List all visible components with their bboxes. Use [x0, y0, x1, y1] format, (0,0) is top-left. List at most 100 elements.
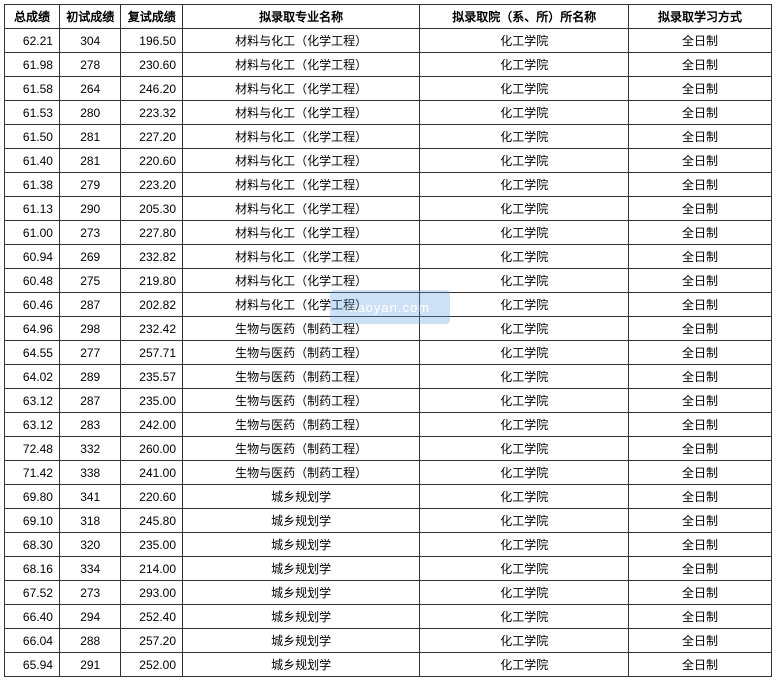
cell-mode: 全日制 — [629, 293, 772, 317]
table-row: 69.10318245.80城乡规划学化工学院全日制 — [5, 509, 772, 533]
cell-initial-score: 290 — [59, 197, 121, 221]
cell-dept: 化工学院 — [420, 389, 629, 413]
admission-table: 总成绩 初试成绩 复试成绩 拟录取专业名称 拟录取院（系、所）所名称 拟录取学习… — [4, 4, 772, 677]
cell-mode: 全日制 — [629, 485, 772, 509]
cell-total-score: 61.38 — [5, 173, 60, 197]
cell-total-score: 68.16 — [5, 557, 60, 581]
cell-initial-score: 273 — [59, 221, 121, 245]
cell-retest-score: 245.80 — [121, 509, 183, 533]
cell-initial-score: 288 — [59, 629, 121, 653]
cell-major: 材料与化工（化学工程） — [183, 125, 420, 149]
cell-major: 城乡规划学 — [183, 557, 420, 581]
cell-total-score: 69.80 — [5, 485, 60, 509]
cell-retest-score: 232.42 — [121, 317, 183, 341]
cell-mode: 全日制 — [629, 581, 772, 605]
cell-retest-score: 257.71 — [121, 341, 183, 365]
cell-initial-score: 294 — [59, 605, 121, 629]
cell-major: 材料与化工（化学工程） — [183, 269, 420, 293]
cell-dept: 化工学院 — [420, 149, 629, 173]
cell-dept: 化工学院 — [420, 557, 629, 581]
cell-dept: 化工学院 — [420, 509, 629, 533]
cell-major: 生物与医药（制药工程） — [183, 365, 420, 389]
cell-mode: 全日制 — [629, 605, 772, 629]
cell-major: 材料与化工（化学工程） — [183, 149, 420, 173]
table-row: 60.46287202.82材料与化工（化学工程）化工学院全日制 — [5, 293, 772, 317]
cell-major: 材料与化工（化学工程） — [183, 293, 420, 317]
cell-initial-score: 332 — [59, 437, 121, 461]
cell-dept: 化工学院 — [420, 581, 629, 605]
cell-mode: 全日制 — [629, 509, 772, 533]
table-row: 72.48332260.00生物与医药（制药工程）化工学院全日制 — [5, 437, 772, 461]
cell-major: 生物与医药（制药工程） — [183, 317, 420, 341]
cell-major: 生物与医药（制药工程） — [183, 413, 420, 437]
cell-retest-score: 260.00 — [121, 437, 183, 461]
table-row: 69.80341220.60城乡规划学化工学院全日制 — [5, 485, 772, 509]
cell-dept: 化工学院 — [420, 125, 629, 149]
cell-initial-score: 278 — [59, 53, 121, 77]
table-row: 64.02289235.57生物与医药（制药工程）化工学院全日制 — [5, 365, 772, 389]
cell-initial-score: 281 — [59, 125, 121, 149]
cell-initial-score: 275 — [59, 269, 121, 293]
cell-mode: 全日制 — [629, 653, 772, 677]
cell-dept: 化工学院 — [420, 317, 629, 341]
cell-retest-score: 242.00 — [121, 413, 183, 437]
cell-mode: 全日制 — [629, 557, 772, 581]
cell-dept: 化工学院 — [420, 629, 629, 653]
cell-retest-score: 235.57 — [121, 365, 183, 389]
cell-mode: 全日制 — [629, 77, 772, 101]
cell-major: 城乡规划学 — [183, 629, 420, 653]
table-row: 61.98278230.60材料与化工（化学工程）化工学院全日制 — [5, 53, 772, 77]
table-row: 61.58264246.20材料与化工（化学工程）化工学院全日制 — [5, 77, 772, 101]
cell-total-score: 63.12 — [5, 413, 60, 437]
cell-major: 材料与化工（化学工程） — [183, 53, 420, 77]
cell-initial-score: 279 — [59, 173, 121, 197]
cell-major: 材料与化工（化学工程） — [183, 173, 420, 197]
table-header: 总成绩 初试成绩 复试成绩 拟录取专业名称 拟录取院（系、所）所名称 拟录取学习… — [5, 5, 772, 29]
cell-initial-score: 280 — [59, 101, 121, 125]
cell-initial-score: 304 — [59, 29, 121, 53]
cell-initial-score: 273 — [59, 581, 121, 605]
cell-retest-score: 205.30 — [121, 197, 183, 221]
cell-mode: 全日制 — [629, 365, 772, 389]
cell-major: 城乡规划学 — [183, 653, 420, 677]
cell-total-score: 66.40 — [5, 605, 60, 629]
cell-major: 材料与化工（化学工程） — [183, 197, 420, 221]
cell-retest-score: 241.00 — [121, 461, 183, 485]
cell-dept: 化工学院 — [420, 413, 629, 437]
cell-retest-score: 235.00 — [121, 533, 183, 557]
cell-mode: 全日制 — [629, 221, 772, 245]
cell-total-score: 61.13 — [5, 197, 60, 221]
table-row: 64.55277257.71生物与医药（制药工程）化工学院全日制 — [5, 341, 772, 365]
cell-total-score: 71.42 — [5, 461, 60, 485]
cell-dept: 化工学院 — [420, 437, 629, 461]
table-body: 62.21304196.50材料与化工（化学工程）化工学院全日制61.98278… — [5, 29, 772, 677]
cell-initial-score: 281 — [59, 149, 121, 173]
table-row: 62.21304196.50材料与化工（化学工程）化工学院全日制 — [5, 29, 772, 53]
cell-retest-score: 227.20 — [121, 125, 183, 149]
cell-total-score: 62.21 — [5, 29, 60, 53]
cell-total-score: 60.46 — [5, 293, 60, 317]
cell-dept: 化工学院 — [420, 197, 629, 221]
cell-dept: 化工学院 — [420, 245, 629, 269]
cell-dept: 化工学院 — [420, 533, 629, 557]
cell-retest-score: 214.00 — [121, 557, 183, 581]
cell-total-score: 68.30 — [5, 533, 60, 557]
cell-dept: 化工学院 — [420, 77, 629, 101]
cell-mode: 全日制 — [629, 101, 772, 125]
cell-mode: 全日制 — [629, 629, 772, 653]
cell-dept: 化工学院 — [420, 269, 629, 293]
table-row: 71.42338241.00生物与医药（制药工程）化工学院全日制 — [5, 461, 772, 485]
cell-dept: 化工学院 — [420, 605, 629, 629]
table-row: 67.52273293.00城乡规划学化工学院全日制 — [5, 581, 772, 605]
cell-mode: 全日制 — [629, 389, 772, 413]
table-row: 61.38279223.20材料与化工（化学工程）化工学院全日制 — [5, 173, 772, 197]
table-row: 61.13290205.30材料与化工（化学工程）化工学院全日制 — [5, 197, 772, 221]
cell-major: 材料与化工（化学工程） — [183, 77, 420, 101]
cell-initial-score: 341 — [59, 485, 121, 509]
cell-initial-score: 318 — [59, 509, 121, 533]
cell-retest-score: 230.60 — [121, 53, 183, 77]
cell-initial-score: 264 — [59, 77, 121, 101]
cell-dept: 化工学院 — [420, 341, 629, 365]
cell-initial-score: 277 — [59, 341, 121, 365]
cell-mode: 全日制 — [629, 53, 772, 77]
